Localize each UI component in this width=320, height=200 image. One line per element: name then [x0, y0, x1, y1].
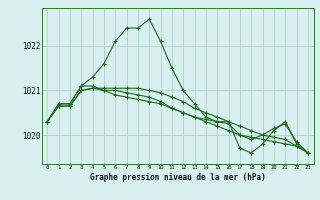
- X-axis label: Graphe pression niveau de la mer (hPa): Graphe pression niveau de la mer (hPa): [90, 173, 266, 182]
